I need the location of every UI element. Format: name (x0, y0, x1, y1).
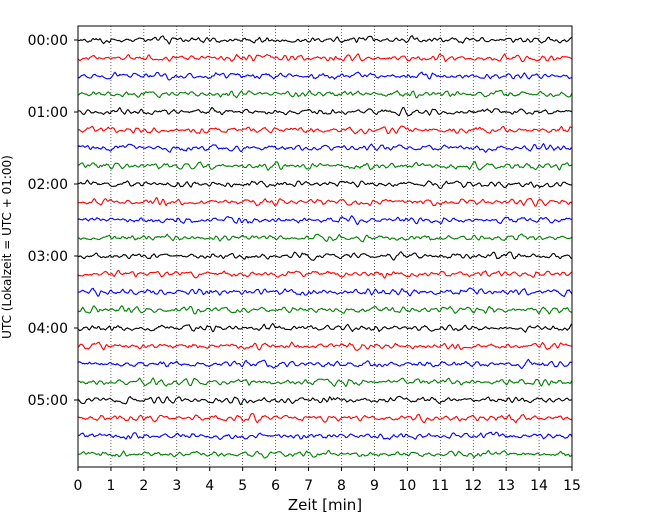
x-tick-label: 9 (370, 478, 379, 494)
x-tick-label: 6 (271, 478, 280, 494)
x-axis-title: Zeit [min] (288, 496, 362, 514)
x-tick-label: 2 (139, 478, 148, 494)
trace-line-19 (77, 358, 573, 369)
trace-group (77, 35, 573, 459)
trace-line-7 (77, 143, 573, 153)
y-tick-label: 01:00 (28, 105, 68, 121)
trace-line-3 (77, 71, 573, 81)
trace-line-23 (77, 431, 573, 440)
x-tick-label: 0 (74, 478, 83, 494)
trace-line-12 (77, 233, 573, 243)
trace-line-13 (77, 251, 573, 261)
y-axis-title: UTC (Lokalzeit = UTC + 01:00) (0, 155, 14, 339)
trace-line-14 (77, 269, 573, 279)
y-tick-label: 00:00 (28, 33, 68, 49)
x-tick-label: 11 (431, 478, 449, 494)
trace-line-15 (77, 287, 573, 297)
x-tick-label: 5 (238, 478, 247, 494)
x-tick-label: 13 (497, 478, 515, 494)
x-tick-label: 4 (205, 478, 214, 494)
x-tick-label: 1 (106, 478, 115, 494)
trace-line-8 (77, 161, 573, 171)
x-tick-label: 14 (530, 478, 548, 494)
plot-frame (77, 25, 573, 468)
trace-line-17 (77, 322, 573, 333)
y-tick-label: 05:00 (28, 393, 68, 409)
trace-line-22 (77, 412, 573, 424)
x-tick-label: 3 (172, 478, 181, 494)
trace-line-11 (77, 215, 573, 226)
y-axis: 00:00 01:00 02:00 03:00 04:00 05:00 (28, 33, 78, 409)
x-axis: 0 1 2 3 4 5 6 7 8 9 10 11 12 13 14 15 (74, 467, 581, 494)
trace-line-5 (77, 106, 573, 117)
y-tick-label: 04:00 (28, 321, 68, 337)
trace-line-20 (77, 377, 573, 387)
trace-line-1 (77, 35, 573, 45)
trace-line-6 (77, 125, 573, 135)
x-tick-label: 8 (337, 478, 346, 494)
trace-line-24 (77, 449, 573, 459)
trace-line-2 (77, 53, 573, 63)
x-tick-label: 10 (398, 478, 416, 494)
y-tick-label: 02:00 (28, 177, 68, 193)
x-tick-label: 7 (304, 478, 313, 494)
trace-line-18 (77, 341, 573, 351)
trace-line-10 (77, 196, 573, 207)
trace-line-16 (77, 305, 573, 315)
y-tick-label: 03:00 (28, 249, 68, 265)
trace-line-21 (77, 395, 573, 406)
trace-line-9 (77, 179, 573, 189)
trace-line-4 (77, 90, 573, 99)
x-tick-label: 15 (563, 478, 581, 494)
x-tick-label: 12 (464, 478, 482, 494)
